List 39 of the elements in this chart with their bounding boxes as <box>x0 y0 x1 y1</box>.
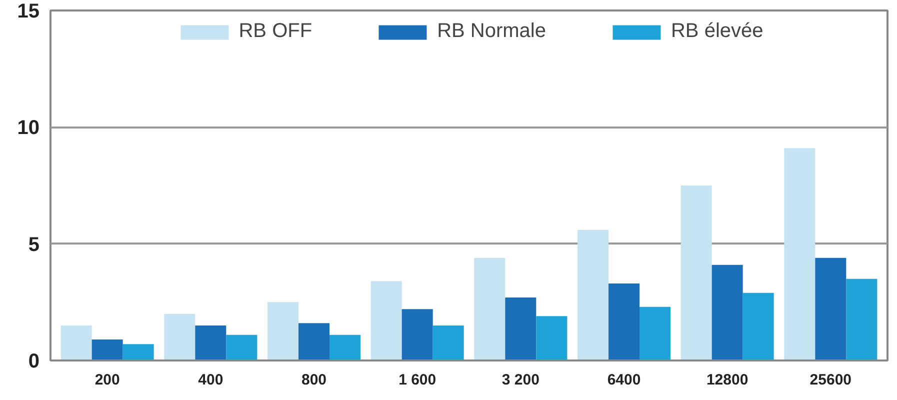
bar <box>474 258 506 360</box>
bar <box>608 284 640 360</box>
x-tick-label: 800 <box>301 372 327 388</box>
bar <box>742 292 774 360</box>
bar <box>60 326 92 360</box>
bar <box>712 264 743 360</box>
bar <box>92 340 123 360</box>
legend-label: RB Normale <box>437 20 546 43</box>
x-tick-label: 200 <box>94 372 120 388</box>
bar <box>578 230 608 360</box>
legend-label: RB OFF <box>238 20 312 43</box>
bar <box>536 316 568 360</box>
bar <box>680 186 712 360</box>
bar <box>640 306 670 360</box>
bar <box>815 258 846 360</box>
x-tick-label: 25600 <box>810 372 852 388</box>
bar <box>846 278 878 360</box>
bar <box>122 344 154 360</box>
x-tick-label: 3 200 <box>502 372 540 388</box>
bar <box>432 326 464 360</box>
x-tick-label: 6400 <box>607 372 641 388</box>
y-tick-label: 15 <box>17 0 40 22</box>
bar <box>195 326 226 360</box>
y-tick-label: 10 <box>17 117 40 140</box>
bar <box>402 309 433 360</box>
bar <box>370 281 402 360</box>
bar <box>505 298 536 360</box>
y-tick-label: 5 <box>28 234 40 256</box>
bar <box>268 302 298 360</box>
legend-label: RB élevée <box>670 20 764 43</box>
y-tick-label: 0 <box>28 350 40 372</box>
bar <box>226 334 258 360</box>
x-tick-label: 12800 <box>706 372 748 388</box>
bar <box>298 323 330 360</box>
x-tick-label: 1 600 <box>398 372 436 388</box>
bar <box>164 314 196 360</box>
bar <box>330 334 360 360</box>
bar <box>784 148 816 360</box>
x-tick-label: 400 <box>198 372 224 388</box>
